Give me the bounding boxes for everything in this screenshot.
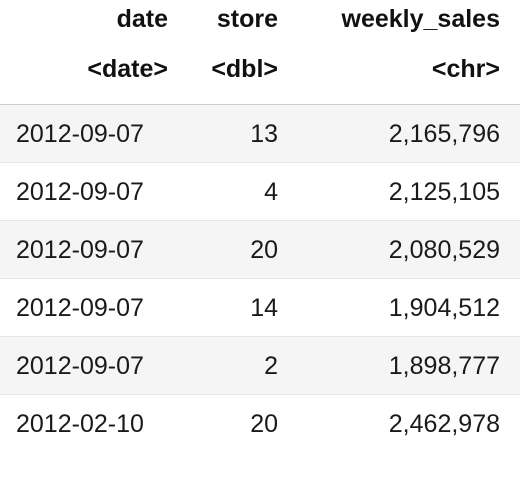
column-type-date: <date> <box>87 55 168 83</box>
cell-weekly-sales: 2,125,105 <box>388 178 500 206</box>
cell-store: 2 <box>264 352 278 380</box>
table-row: 2012-02-10 20 2,462,978 <box>0 395 520 452</box>
cell-weekly-sales: 2,165,796 <box>388 120 500 148</box>
cell-store: 4 <box>264 178 278 206</box>
cell-date: 2012-09-07 <box>16 120 144 148</box>
cell-weekly-sales: 2,080,529 <box>388 236 500 264</box>
cell-weekly-sales: 2,462,978 <box>388 410 500 438</box>
column-type-weekly-sales: <chr> <box>431 55 500 83</box>
column-type-store: <dbl> <box>211 55 278 83</box>
table-row: 2012-09-07 13 2,165,796 <box>0 105 520 163</box>
table-row: 2012-09-07 4 2,125,105 <box>0 163 520 221</box>
cell-date: 2012-09-07 <box>16 294 144 322</box>
cell-date: 2012-09-07 <box>16 236 144 264</box>
column-header-date: date <box>116 5 168 33</box>
cell-store: 13 <box>250 120 278 148</box>
column-header-weekly-sales: weekly_sales <box>341 5 500 33</box>
cell-date: 2012-09-07 <box>16 178 144 206</box>
cell-weekly-sales: 1,904,512 <box>388 294 500 322</box>
cell-date: 2012-02-10 <box>16 410 144 438</box>
column-header-row: date store weekly_sales <box>0 0 520 42</box>
column-type-row: <date> <dbl> <chr> <box>0 42 520 105</box>
table-row: 2012-09-07 20 2,080,529 <box>0 221 520 279</box>
data-table: date store weekly_sales <date> <dbl> <ch… <box>0 0 520 452</box>
cell-store: 14 <box>250 294 278 322</box>
cell-store: 20 <box>250 236 278 264</box>
cell-store: 20 <box>250 410 278 438</box>
table-row: 2012-09-07 2 1,898,777 <box>0 337 520 395</box>
column-header-store: store <box>216 5 278 33</box>
cell-weekly-sales: 1,898,777 <box>388 352 500 380</box>
cell-date: 2012-09-07 <box>16 352 144 380</box>
table-row: 2012-09-07 14 1,904,512 <box>0 279 520 337</box>
